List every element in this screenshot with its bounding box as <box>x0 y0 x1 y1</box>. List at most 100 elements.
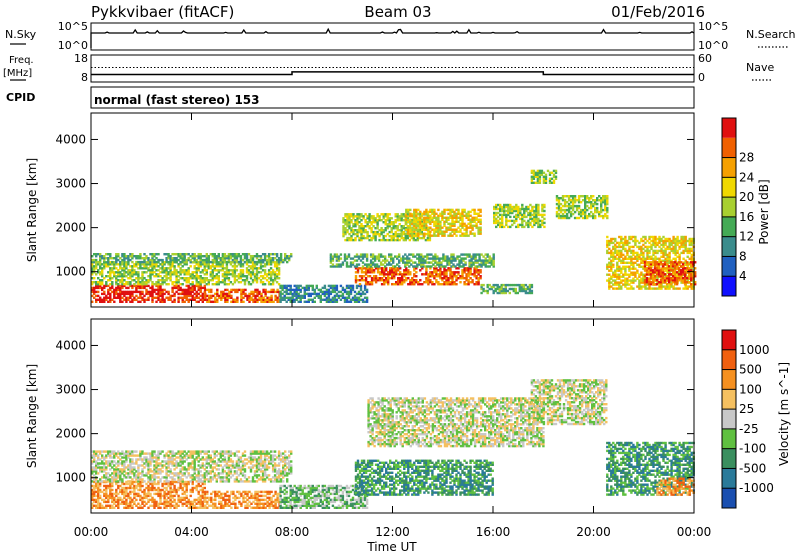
heatmap-cell <box>443 269 446 272</box>
heatmap-cell <box>654 245 657 249</box>
heatmap-cell <box>643 267 647 270</box>
heatmap-cell <box>354 281 358 284</box>
heatmap-cell <box>352 217 355 220</box>
heatmap-cell <box>169 255 172 258</box>
heatmap-cell <box>497 223 500 227</box>
heatmap-cell <box>346 236 349 240</box>
heatmap-cell <box>179 288 182 292</box>
heatmap-cell <box>231 275 235 278</box>
heatmap-cell <box>137 279 140 282</box>
heatmap-cell <box>616 251 619 255</box>
heatmap-cell <box>397 267 400 270</box>
heatmap-cell <box>417 224 420 227</box>
heatmap-cell <box>266 290 269 294</box>
heatmap-cell <box>376 223 379 226</box>
heatmap-cell <box>477 230 480 233</box>
heatmap-cell <box>239 257 243 260</box>
heatmap-cell <box>624 285 627 288</box>
heatmap-cell <box>109 292 112 296</box>
heatmap-cell <box>366 215 369 218</box>
heatmap-cell <box>519 223 522 227</box>
heatmap-cell <box>664 285 667 288</box>
heatmap-cell <box>673 273 677 276</box>
heatmap-cell <box>579 208 583 212</box>
heatmap-cell <box>652 283 655 286</box>
heatmap-cell <box>588 201 591 204</box>
heatmap-cell <box>394 221 397 224</box>
heatmap-cell <box>299 294 302 298</box>
heatmap-cell <box>486 265 489 268</box>
heatmap-cell <box>341 292 345 296</box>
heatmap-cell <box>571 199 575 202</box>
heatmap-cell <box>437 273 440 276</box>
heatmap-cell <box>565 204 569 208</box>
heatmap-cell <box>394 255 397 258</box>
heatmap-cell <box>359 298 363 301</box>
heatmap-cell <box>678 259 681 262</box>
heatmap-cell <box>374 281 378 284</box>
heatmap-cell <box>508 291 511 295</box>
heatmap-cell <box>664 237 667 241</box>
heatmap-cell <box>133 283 136 286</box>
heatmap-cell <box>131 269 134 272</box>
heatmap-cell <box>333 284 337 288</box>
heatmap-cell <box>667 281 671 284</box>
heatmap-cell <box>109 484 112 488</box>
heatmap-cell <box>165 260 168 264</box>
heatmap-cell <box>608 277 611 280</box>
heatmap-cell <box>153 288 156 292</box>
heatmap-cell <box>313 292 316 296</box>
heatmap-cell <box>645 281 649 284</box>
heatmap-cell <box>673 267 677 270</box>
heatmap-cell <box>368 225 371 228</box>
heatmap-cell <box>577 204 581 208</box>
heatmap-cell <box>199 265 202 268</box>
heatmap-cell <box>117 288 120 292</box>
heatmap-cell <box>123 496 126 500</box>
heatmap-cell <box>654 235 657 239</box>
heatmap-cell <box>406 257 409 260</box>
heatmap-cell <box>443 210 446 214</box>
heatmap-cell <box>415 267 418 270</box>
heatmap-cell <box>263 253 267 256</box>
heatmap-cell <box>681 269 685 272</box>
heatmap-cell <box>668 287 671 290</box>
heatmap-cell <box>528 283 532 287</box>
heatmap-cell <box>254 290 257 294</box>
heatmap-cell <box>680 245 683 249</box>
heatmap-cell <box>111 277 114 280</box>
heatmap-cell <box>441 232 444 235</box>
heatmap-cell <box>155 269 158 272</box>
heatmap-cell <box>285 288 288 292</box>
heatmap-cell <box>544 173 548 176</box>
heatmap-cell <box>195 284 198 288</box>
heatmap-cell <box>672 241 675 245</box>
heatmap-cell <box>404 257 407 260</box>
heatmap-cell <box>240 300 243 303</box>
heatmap-cell <box>644 257 647 260</box>
heatmap-cell <box>97 504 100 507</box>
heatmap-cell <box>380 273 384 276</box>
heatmap-cell <box>383 273 386 276</box>
heatmap-cell <box>266 298 269 301</box>
heatmap-cell <box>352 232 355 236</box>
heatmap-cell <box>688 237 691 241</box>
heatmap-cell <box>119 484 122 488</box>
heatmap-cell <box>135 265 138 268</box>
heatmap-cell <box>185 263 188 266</box>
heatmap-cell <box>690 287 693 290</box>
heatmap-cell <box>101 300 104 303</box>
heatmap-cell <box>467 267 470 270</box>
heatmap-cell <box>197 269 200 272</box>
heatmap-cell <box>297 284 300 288</box>
heatmap-cell <box>97 500 100 504</box>
heatmap-cell <box>355 255 359 258</box>
heatmap-cell <box>561 204 565 208</box>
heatmap-cell <box>121 277 124 280</box>
heatmap-cell <box>333 265 337 268</box>
heatmap-cell <box>522 283 525 287</box>
heatmap-cell <box>179 292 182 296</box>
heatmap-cell <box>117 269 120 272</box>
heatmap-cell <box>396 255 399 258</box>
